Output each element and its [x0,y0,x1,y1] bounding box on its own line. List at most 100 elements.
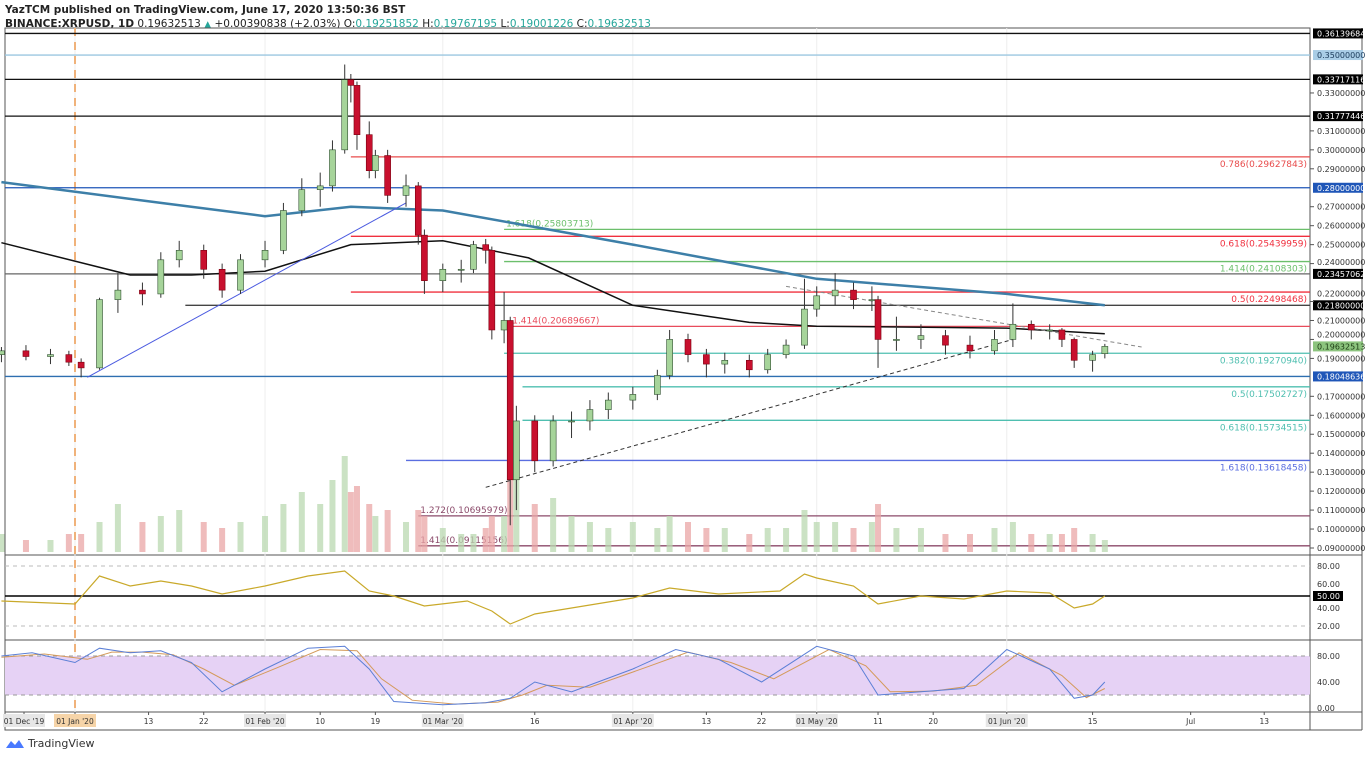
candle-body [114,289,122,300]
time-tick-box [244,714,287,727]
candle-body [745,359,753,371]
volume-bar [237,522,244,552]
volume-bar [470,534,477,552]
candle-body [329,149,336,187]
candle-body [500,320,508,331]
price-tick-label: 0.09000000 [1317,544,1365,553]
price-change: +0.00390838 (+2.03%) [214,18,341,30]
volume-bar [96,522,103,552]
level-axis-label: 0.18048636 [1317,372,1365,381]
rsi-tick-label: 50.00 [1317,592,1340,601]
candle-body [298,189,306,211]
candle [513,405,520,511]
tradingview-logo[interactable]: TradingView [5,737,94,750]
candle [329,140,336,192]
price-tick-label: 0.31000000 [1317,127,1365,136]
candle [341,64,349,154]
candle [488,246,496,340]
candle [893,316,900,351]
candle-body [439,268,447,281]
stoch-tick-label: 0.00 [1317,704,1335,713]
candle-body [874,299,882,340]
volume-bar [783,528,790,552]
candle [1046,324,1053,340]
candle [414,182,422,245]
candle-body [782,344,790,355]
candle [298,178,306,217]
volume-bar [832,522,839,552]
candle-body [488,250,496,331]
fib-level-label: 0.5(0.22498468) [1231,295,1307,305]
candle [347,74,355,103]
level-axis-label: 0.35000000 [1317,51,1365,60]
symbol[interactable]: BINANCE:XRPUSD, 1D [5,18,135,30]
level-axis-label: 0.33717116 [1317,75,1365,84]
price-tick-label: 0.33000000 [1317,89,1365,98]
price-tick-label: 0.14000000 [1317,449,1365,458]
candle [482,238,490,264]
candle-body [218,268,226,291]
low-label: L: [500,18,510,30]
fib-level-label: 1.414(0.20689667) [512,316,599,326]
low-value: 0.19001226 [509,18,574,30]
ma200-line [1,180,1105,307]
candle-body [482,244,490,251]
candle [353,81,361,150]
candle-body [1009,323,1017,340]
candle [157,252,165,298]
candle [1089,350,1096,372]
volume-bar [384,510,391,552]
candle [175,240,183,268]
candle-body [703,354,710,365]
time-tick-box [54,714,96,727]
rsi-tick-label: 40.00 [1317,604,1340,613]
candle-body [813,295,821,310]
price-tick-label: 0.29000000 [1317,165,1365,174]
candle [654,369,661,401]
volume-bar [439,528,446,552]
candle-body [850,289,857,300]
publisher-line: YazTCM published on TradingView.com, Jun… [5,4,406,16]
volume-bar [298,492,305,552]
volume-bar [1046,534,1053,552]
price-tick-label: 0.24000000 [1317,258,1365,267]
candle [586,400,594,431]
level-axis-label-bg [1313,74,1363,85]
candle [261,240,269,268]
price-tick-label: 0.25000000 [1317,241,1365,250]
candle [77,358,85,378]
candle-body [237,259,244,291]
candle [421,229,428,294]
candle-body [414,185,422,236]
candle [568,411,575,439]
candle [114,273,122,313]
candle-body [47,354,54,357]
candle-body [654,375,661,395]
time-tick-label: 20 [928,717,938,726]
candle-body [261,250,269,261]
time-tick-box [985,714,1028,727]
volume-bar [893,528,900,552]
candle [1101,343,1109,359]
fib-level-label: 1.618(0.25803713) [506,219,593,229]
time-tick-label: 01 Jun '20 [988,717,1026,726]
candle-body [353,85,361,135]
candle-body [0,350,5,355]
last-price: 0.19632513 [137,18,201,30]
price-tick-label: 0.27000000 [1317,203,1365,212]
time-tick-label: 19 [371,717,381,726]
level-axis-label-bg [1313,300,1363,311]
candle-body [991,339,998,352]
candle [831,273,839,306]
volume-bar [629,522,636,552]
time-tick-label: 22 [757,717,767,726]
candle [813,286,821,317]
volume-bar [280,504,287,552]
candle-body [341,79,349,151]
candle-body [200,250,208,270]
candle [365,121,373,179]
volume-bar [654,528,661,552]
price-tick-label: 0.17000000 [1317,392,1365,401]
level-axis-label: 0.21800000 [1317,301,1365,310]
